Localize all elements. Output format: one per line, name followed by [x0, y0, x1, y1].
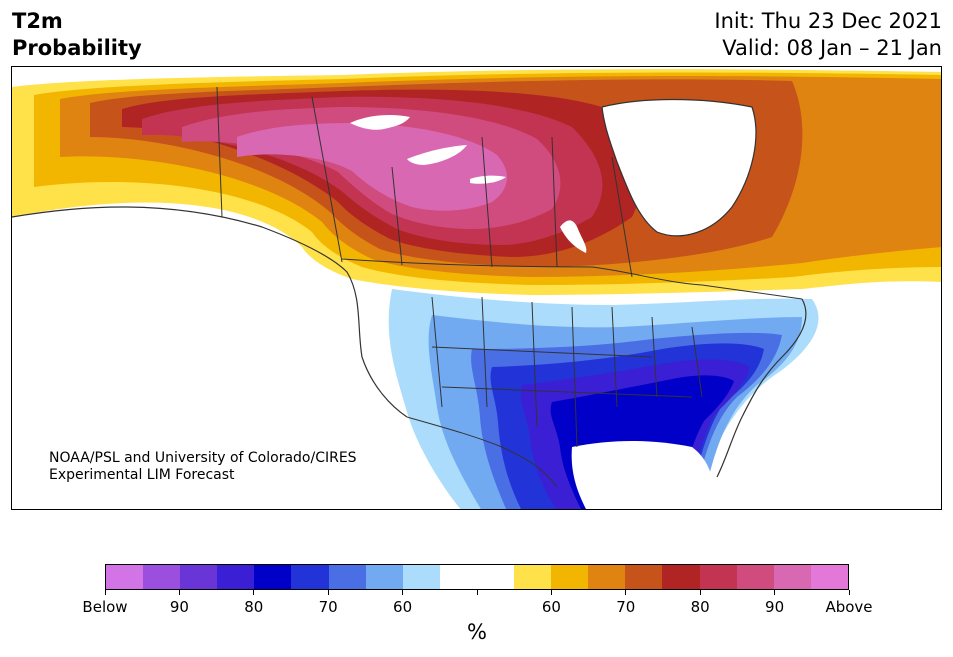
- colorbar-swatch: [551, 565, 589, 589]
- colorbar-tick-label: 70: [318, 598, 338, 616]
- colorbar-swatch: [254, 565, 292, 589]
- colorbar-tick: [104, 590, 106, 595]
- colorbar-swatch: [736, 565, 774, 589]
- colorbar-tick: [253, 590, 255, 595]
- colorbar-tick-label: 70: [616, 598, 636, 616]
- great-bear-lake: [350, 115, 410, 130]
- colorbar-tick: [550, 590, 552, 595]
- colorbar-tick-label: 80: [244, 598, 264, 616]
- title-line-variable: T2m: [12, 9, 63, 33]
- colorbar-swatch: [699, 565, 737, 589]
- colorbar-swatch: [662, 565, 700, 589]
- colorbar-swatch: [291, 565, 329, 589]
- lake-winnipeg: [560, 220, 587, 253]
- above-max-region: [237, 123, 508, 211]
- credit-line-1: NOAA/PSL and University of Colorado/CIRE…: [49, 450, 357, 466]
- state-lines: [431, 296, 703, 448]
- colorbar-swatch: [773, 565, 811, 589]
- canada-us-border: [341, 258, 803, 300]
- colorbar: [105, 564, 849, 590]
- colorbar-tick: [476, 590, 478, 595]
- colorbar-tick-label: 60: [541, 598, 561, 616]
- colorbar-swatch: [588, 565, 626, 589]
- colorbar-swatch: [180, 565, 218, 589]
- hudson-bay-coast: [601, 98, 757, 237]
- colorbar-swatch: [328, 565, 366, 589]
- coastlines: [12, 98, 807, 478]
- colorbar-swatch: [402, 565, 440, 589]
- colorbar-swatch: [106, 565, 144, 589]
- forecast-dates: Init: Thu 23 Dec 2021 Valid: 08 Jan – 21…: [714, 8, 942, 62]
- colorbar-swatch: [810, 565, 848, 589]
- colorbar-tick: [848, 590, 850, 595]
- lake-athabasca: [470, 175, 506, 184]
- colorbar-tick-label: Above: [825, 598, 873, 616]
- hudson-bay: [602, 99, 756, 236]
- colorbar-tick: [699, 590, 701, 595]
- colorbar-swatch: [143, 565, 181, 589]
- probability-map: [12, 67, 941, 509]
- valid-date-range: Valid: 08 Jan – 21 Jan: [722, 36, 942, 60]
- chart-title: T2m Probability: [12, 8, 142, 62]
- colorbar-tick-label: Below: [82, 598, 128, 616]
- colorbar-tick: [774, 590, 776, 595]
- colorbar-swatch: [217, 565, 255, 589]
- colorbar-swatch: [476, 565, 515, 589]
- political-borders: [216, 86, 803, 488]
- init-date: Init: Thu 23 Dec 2021: [714, 9, 942, 33]
- colorbar-tick: [178, 590, 180, 595]
- data-credit: NOAA/PSL and University of Colorado/CIRE…: [49, 450, 357, 484]
- colorbar-tick-label: 60: [393, 598, 413, 616]
- province-lines: [311, 96, 633, 278]
- alaska-canada-border: [216, 86, 223, 218]
- gulf-of-mexico: [571, 441, 714, 509]
- colorbar-swatch: [365, 565, 403, 589]
- us-mexico-border: [406, 416, 558, 488]
- atlantic-coast: [716, 298, 807, 478]
- colorbar-label: %: [467, 620, 487, 644]
- colorbar-tick-label: 80: [690, 598, 710, 616]
- colorbar-swatch: [514, 565, 552, 589]
- colorbar-swatch: [625, 565, 663, 589]
- great-slave-lake: [407, 145, 467, 165]
- pacific-coast: [12, 206, 408, 418]
- colorbar-tick: [402, 590, 404, 595]
- colorbar-swatch: [439, 565, 477, 589]
- colorbar-tick-label: 90: [765, 598, 785, 616]
- colorbar-tick: [327, 590, 329, 595]
- credit-line-2: Experimental LIM Forecast: [49, 467, 235, 483]
- colorbar-tick: [625, 590, 627, 595]
- title-line-probability: Probability: [12, 36, 142, 60]
- map-panel: [11, 66, 942, 510]
- colorbar-tick-label: 90: [169, 598, 189, 616]
